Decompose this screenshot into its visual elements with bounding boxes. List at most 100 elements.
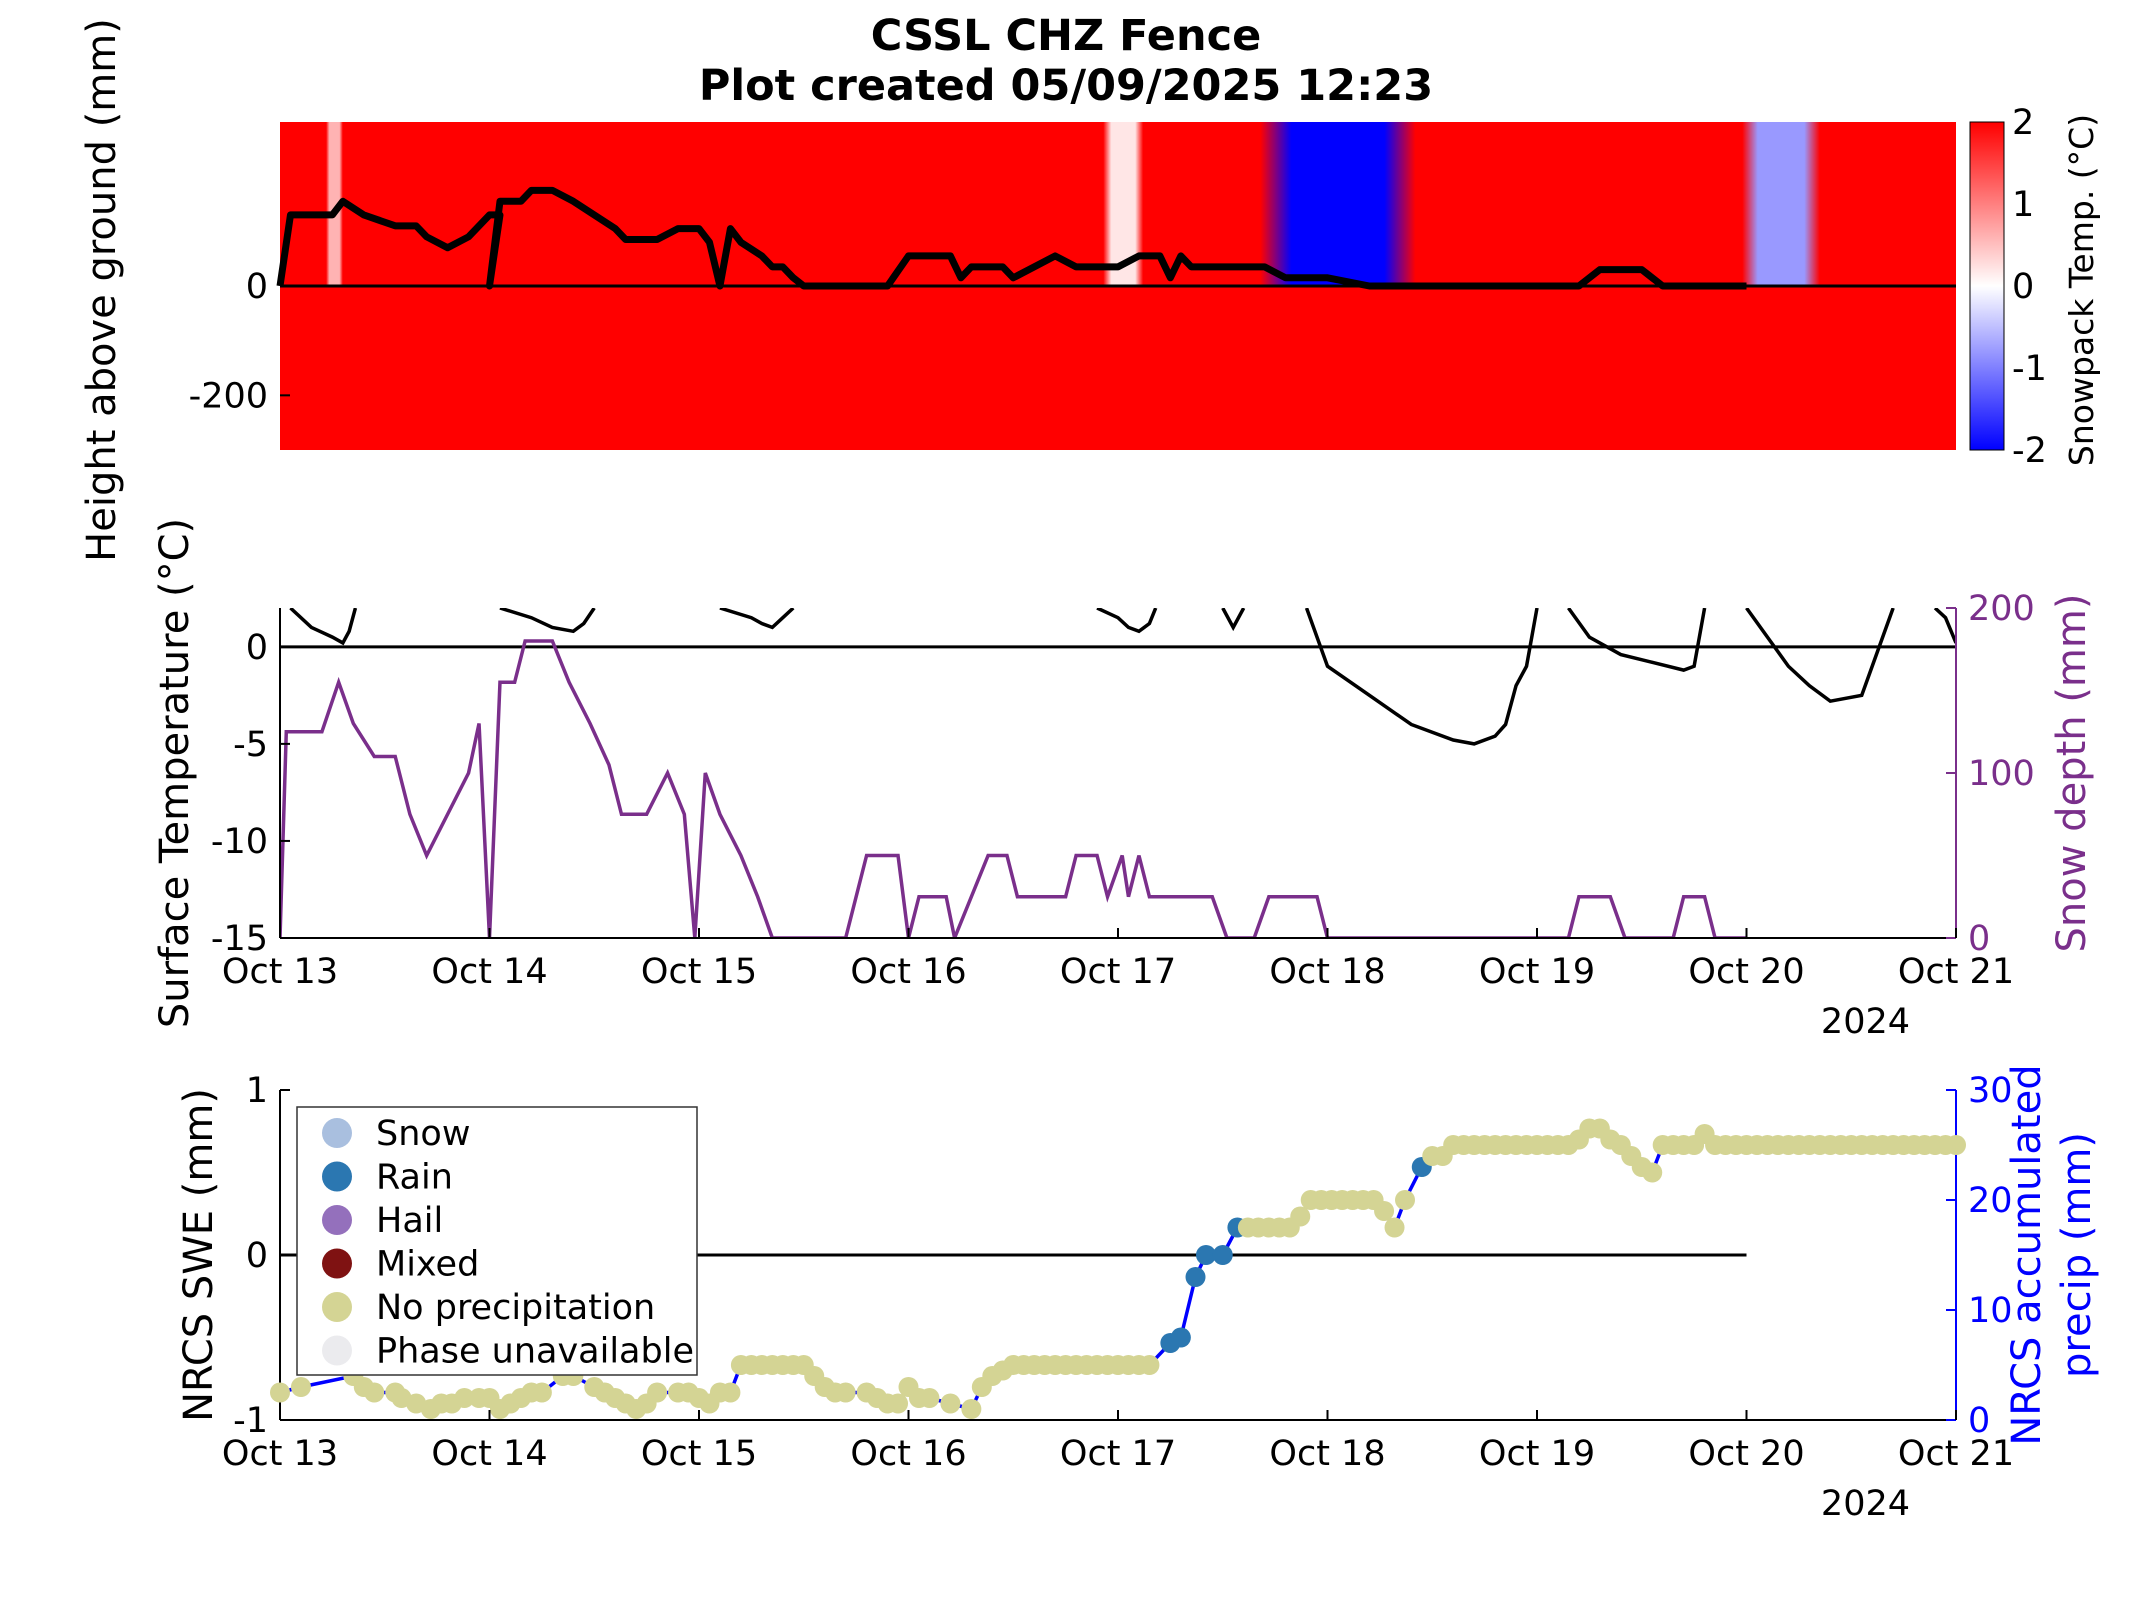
x-tick-label: Oct 20 xyxy=(1688,1434,1804,1474)
legend-label: Hail xyxy=(376,1201,443,1241)
legend-marker xyxy=(322,1335,352,1366)
x-tick-label: Oct 15 xyxy=(641,1434,757,1474)
year-label: 2024 xyxy=(1821,1484,1910,1524)
legend-box xyxy=(296,1106,698,1376)
surface-temperature-line xyxy=(1567,608,1707,672)
y-tick-label: -5 xyxy=(233,725,268,765)
legend-label: Phase unavailable xyxy=(376,1332,694,1372)
rain-point xyxy=(1170,1327,1191,1348)
rain-point xyxy=(1212,1245,1233,1265)
x-tick-label: Oct 18 xyxy=(1269,952,1385,992)
no-precipitation-point xyxy=(835,1382,856,1403)
y-axis-label: Surface Temperature (°C) xyxy=(152,518,198,1028)
no-precipitation-point xyxy=(961,1399,982,1419)
surface-temperature-line xyxy=(719,608,795,630)
snow-depth-line xyxy=(280,639,1747,938)
no-precipitation-point xyxy=(1374,1201,1395,1221)
surface-temperature-line xyxy=(289,608,358,646)
snowpack-temperature-heatmap-panel: 0 -200 Height above ground (mm) 2 1 0 -1 -2 Snow… xyxy=(79,18,2101,562)
x-tick-label: Oct 14 xyxy=(431,952,547,992)
y-tick-label: 1 xyxy=(246,1071,268,1111)
legend-label: Mixed xyxy=(376,1245,479,1285)
y-axis-label: Height above ground (mm) xyxy=(79,18,125,562)
no-precipitation-point xyxy=(1384,1217,1405,1238)
surface-temperature-line xyxy=(1745,608,1895,704)
no-precipitation-point xyxy=(720,1382,741,1403)
x-tick-label: Oct 19 xyxy=(1479,952,1595,992)
y2-tick-label: 0 xyxy=(1968,919,1990,959)
y-tick-label: 0 xyxy=(246,267,268,307)
x-tick-label: Oct 16 xyxy=(850,1434,966,1474)
y-tick-label: 0 xyxy=(246,628,268,668)
rain-point xyxy=(1195,1245,1216,1265)
y2-tick-label: 100 xyxy=(1968,754,2035,794)
colorbar-tick-label: 0 xyxy=(2012,267,2034,307)
y2-tick-label: 30 xyxy=(1968,1071,2013,1111)
no-precipitation-point xyxy=(888,1393,909,1414)
y2-axis-label: Snow depth (mm) xyxy=(2049,594,2095,953)
legend-label: Rain xyxy=(376,1158,453,1198)
heatmap-cold-band xyxy=(1260,122,1416,286)
surface-temperature-line xyxy=(1096,608,1158,634)
legend-label: Snow xyxy=(376,1114,470,1154)
x-tick-label: Oct 16 xyxy=(850,952,966,992)
chart-title-line1: CSSL CHZ Fence xyxy=(871,11,1262,61)
x-tick-label: Oct 19 xyxy=(1479,1434,1595,1474)
snow-depth-line xyxy=(276,186,1747,290)
y-tick-label: -10 xyxy=(211,822,268,862)
colorbar-tick-label: -2 xyxy=(2012,431,2047,471)
x-tick-label: Oct 13 xyxy=(222,952,338,992)
surface-temperature-line xyxy=(1221,608,1246,632)
y2-axis-label-line2: precip (mm) xyxy=(2054,1132,2100,1378)
surface-temperature-line xyxy=(1933,608,1956,644)
legend-marker xyxy=(322,1205,352,1235)
surface-temperature-snow-depth-panel: 0 -5 -10 -15 200 100 0 Oct 13 Oct 14 Oct 15 Oct 16… xyxy=(152,518,2095,1042)
x-tick-label: Oct 18 xyxy=(1269,1434,1385,1474)
x-tick-label: Oct 14 xyxy=(431,1434,547,1474)
no-precipitation-point xyxy=(647,1382,668,1403)
no-precipitation-point xyxy=(364,1382,385,1403)
colorbar-label: Snowpack Temp. (°C) xyxy=(2062,114,2101,466)
legend-marker xyxy=(322,1248,352,1279)
no-precipitation-point xyxy=(1139,1355,1160,1375)
no-precipitation-point xyxy=(454,1388,475,1408)
y2-tick-label: 0 xyxy=(1968,1401,1990,1441)
chart-title-line2: Plot created 05/09/2025 12:23 xyxy=(699,61,1433,111)
surface-temperature-line xyxy=(1304,608,1539,746)
x-tick-label: Oct 13 xyxy=(222,1434,338,1474)
no-precipitation-point xyxy=(1395,1190,1416,1210)
x-tick-label: Oct 21 xyxy=(1898,952,2014,992)
year-label: 2024 xyxy=(1821,1002,1910,1042)
y-tick-label: -200 xyxy=(189,376,268,416)
no-precipitation-point xyxy=(290,1377,311,1397)
no-precipitation-point xyxy=(1946,1135,1966,1155)
y2-tick-label: 200 xyxy=(1968,589,2035,629)
y2-tick-label: 10 xyxy=(1968,1291,2013,1331)
no-precipitation-point xyxy=(270,1382,290,1403)
no-precipitation-point xyxy=(1642,1162,1663,1183)
no-precipitation-point xyxy=(940,1393,961,1414)
y-tick-label: 0 xyxy=(246,1236,268,1276)
surface-temperature-line xyxy=(499,608,596,634)
no-precipitation-point xyxy=(1290,1206,1311,1227)
colorbar-tick-label: -1 xyxy=(2012,349,2047,389)
y-axis-label: NRCS SWE (mm) xyxy=(176,1088,222,1422)
legend-marker xyxy=(322,1292,352,1322)
no-precipitation-point xyxy=(531,1382,552,1403)
x-tick-label: Oct 21 xyxy=(1898,1434,2014,1474)
colorbar xyxy=(1969,121,2005,451)
y2-axis-label-line1: NRCS accumulated xyxy=(2004,1064,2050,1445)
legend-marker xyxy=(322,1161,352,1192)
colorbar-tick-label: 2 xyxy=(2012,103,2034,143)
y-tick-label: -15 xyxy=(211,919,268,959)
colorbar-tick-label: 1 xyxy=(2012,185,2034,225)
y-tick-label: -1 xyxy=(233,1401,268,1441)
y2-tick-label: 20 xyxy=(1968,1181,2013,1221)
x-tick-label: Oct 17 xyxy=(1060,1434,1176,1474)
heatmap-cold-band xyxy=(326,122,343,286)
legend-label: No precipitation xyxy=(376,1288,655,1328)
no-precipitation-point xyxy=(919,1388,940,1408)
